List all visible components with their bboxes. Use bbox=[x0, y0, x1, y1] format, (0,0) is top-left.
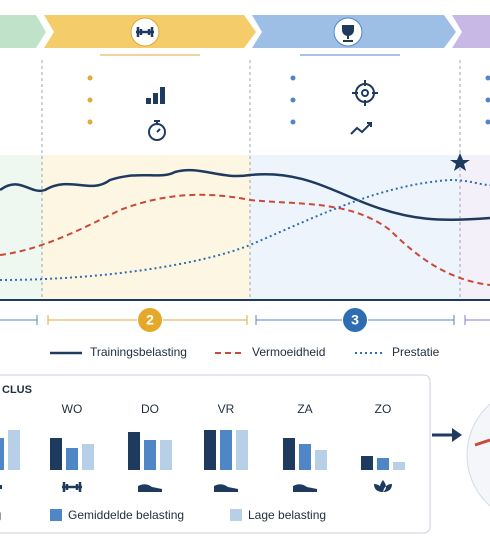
bar bbox=[315, 450, 327, 470]
phase-badge bbox=[343, 308, 367, 332]
phase-banner bbox=[452, 15, 490, 48]
star-icon bbox=[450, 153, 470, 171]
bar bbox=[377, 458, 389, 470]
legend-swatch bbox=[50, 509, 62, 521]
bar bbox=[299, 444, 311, 470]
bar bbox=[144, 440, 156, 470]
bar bbox=[8, 430, 20, 470]
timeline bbox=[464, 315, 490, 325]
gauge-needle bbox=[474, 438, 490, 447]
trophy-icon bbox=[342, 25, 354, 42]
dots bbox=[485, 75, 490, 125]
phase-badge bbox=[138, 308, 162, 332]
phase-area bbox=[460, 155, 490, 300]
bar bbox=[128, 432, 140, 470]
phase-divider bbox=[41, 60, 461, 300]
trend-icon bbox=[350, 122, 372, 135]
panel-title: CLUS bbox=[2, 384, 32, 396]
phase-area bbox=[250, 155, 460, 300]
day-label: ZA bbox=[297, 402, 312, 416]
day-label: ZO bbox=[375, 402, 392, 416]
stopwatch-icon bbox=[148, 120, 166, 141]
phase-number: 3 bbox=[351, 312, 359, 328]
activity-icons bbox=[0, 480, 392, 492]
arrow bbox=[452, 428, 462, 442]
timeline bbox=[47, 315, 248, 325]
bar bbox=[283, 438, 295, 470]
bar bbox=[160, 440, 172, 470]
bar bbox=[204, 430, 216, 470]
timeline bbox=[255, 315, 455, 325]
bar bbox=[82, 444, 94, 470]
legend-label: Vermoeidheid bbox=[252, 345, 325, 359]
training-curve bbox=[0, 168, 490, 222]
legend-swatch bbox=[230, 509, 242, 521]
legend-label: Gemiddelde belasting bbox=[68, 508, 184, 522]
fatigue-curve bbox=[0, 193, 490, 286]
bar bbox=[361, 456, 373, 470]
phase-number: 2 bbox=[146, 312, 154, 328]
legend-label: Trainingsbelasting bbox=[90, 345, 187, 359]
bar bbox=[50, 438, 62, 470]
legend-label: Lage belasting bbox=[248, 508, 326, 522]
legend-label: Prestatie bbox=[392, 345, 440, 359]
bar bbox=[220, 430, 232, 470]
phase-banner bbox=[0, 15, 46, 48]
dots bbox=[290, 75, 296, 125]
timeline bbox=[0, 315, 38, 325]
bars-icon bbox=[146, 87, 165, 104]
phase-area bbox=[0, 155, 42, 300]
target-icon bbox=[352, 80, 378, 106]
bar bbox=[393, 462, 405, 470]
day-label: DO bbox=[141, 402, 159, 416]
bar bbox=[66, 448, 78, 470]
bar bbox=[0, 438, 4, 470]
gauge bbox=[466, 403, 490, 507]
bar bbox=[236, 430, 248, 470]
phase-area bbox=[42, 155, 250, 300]
legend-label: ng bbox=[0, 508, 1, 522]
performance-curve bbox=[0, 178, 490, 281]
dots bbox=[87, 75, 93, 125]
day-label: WO bbox=[62, 402, 83, 416]
day-label: VR bbox=[218, 402, 235, 416]
dumbbell-icon bbox=[136, 27, 154, 37]
